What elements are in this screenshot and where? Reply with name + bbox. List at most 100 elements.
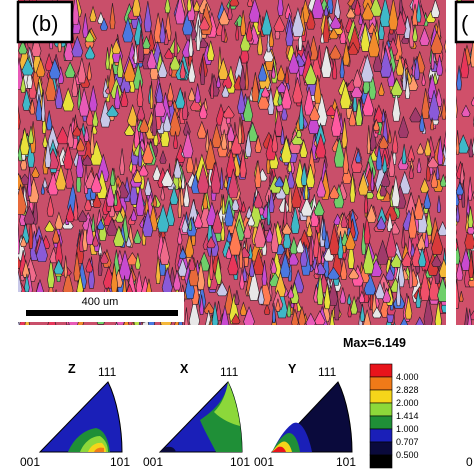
- ebsd-grain: [7, 88, 14, 101]
- ebsd-grain: [263, 44, 274, 62]
- ebsd-grain: [281, 82, 292, 110]
- ebsd-grain: [71, 73, 79, 97]
- ebsd-grain: [113, 190, 118, 206]
- ebsd-grain: [18, 183, 27, 215]
- ebsd-grain: [133, 40, 138, 64]
- ebsd-grain: [84, 195, 92, 212]
- ebsd-grain: [181, 91, 189, 121]
- scale-bar-background: [18, 292, 184, 322]
- ebsd-grain: [188, 257, 199, 287]
- pole-figure-y-axis: Y: [288, 362, 297, 376]
- ebsd-grain: [18, 39, 28, 55]
- ebsd-grain: [85, 257, 94, 273]
- ebsd-grain: [92, 192, 102, 208]
- ebsd-grain: [281, 103, 288, 121]
- ebsd-grain: [123, 57, 136, 82]
- ebsd-grain: [361, 53, 374, 83]
- ebsd-grain: [182, 129, 194, 159]
- colorbar-level-label: 1.414: [396, 411, 419, 421]
- colorbar-swatch: [369, 376, 393, 391]
- ebsd-grain: [401, 251, 414, 267]
- ebsd-grain: [188, 59, 196, 83]
- ebsd-grain: [416, 0, 422, 23]
- next-pole-figure-corner: 0: [466, 455, 473, 469]
- ebsd-grain: [239, 149, 247, 178]
- ebsd-grain: [456, 165, 458, 169]
- ebsd-grain: [425, 157, 431, 182]
- ebsd-grain: [247, 213, 255, 227]
- ebsd-grain: [333, 137, 345, 168]
- ebsd-grain: [281, 174, 291, 195]
- ebsd-grain: [188, 217, 193, 231]
- ebsd-grain: [226, 123, 235, 142]
- ebsd-grain: [329, 223, 340, 255]
- ebsd-grain: [29, 99, 36, 115]
- ebsd-grain: [248, 0, 261, 23]
- pole-figure-z-corner-111: 111: [98, 365, 117, 379]
- ebsd-grain: [185, 150, 194, 174]
- ebsd-grain: [390, 77, 403, 96]
- ebsd-grain: [146, 48, 157, 70]
- ebsd-grain: [52, 226, 60, 244]
- colorbar-swatch: [369, 363, 393, 378]
- ebsd-grain: [271, 302, 276, 323]
- ebsd-grain: [268, 28, 275, 47]
- pole-figure-x-corner-001: 001: [143, 455, 163, 469]
- ebsd-grain: [387, 62, 396, 87]
- ebsd-grain: [200, 56, 206, 85]
- ebsd-grain: [287, 158, 292, 173]
- ebsd-grain: [224, 200, 234, 227]
- ebsd-grain: [149, 80, 154, 109]
- ebsd-grain: [41, 110, 47, 134]
- ebsd-grain: [137, 29, 145, 62]
- ebsd-grain: [160, 185, 165, 201]
- ebsd-grain: [136, 79, 144, 107]
- pole-figure-x-corner-111: 111: [220, 365, 239, 379]
- ebsd-grain: [41, 89, 46, 122]
- ebsd-grain: [332, 56, 338, 80]
- ebsd-grain: [210, 73, 215, 99]
- ebsd-grain: [7, 295, 15, 326]
- ebsd-grain: [431, 228, 444, 255]
- ebsd-grain: [430, 44, 435, 70]
- ebsd-grain: [287, 286, 295, 299]
- ebsd-grain: [456, 260, 464, 281]
- ebsd-grain: [354, 0, 362, 16]
- ebsd-grain: [362, 90, 375, 117]
- ebsd-grain: [20, 75, 26, 93]
- ebsd-grain: [352, 68, 363, 88]
- ebsd-grain: [329, 44, 342, 60]
- ebsd-grain: [340, 257, 348, 280]
- ebsd-grain: [358, 12, 363, 25]
- ebsd-grain: [99, 17, 109, 31]
- ebsd-grain: [352, 88, 358, 112]
- ebsd-grain: [157, 59, 168, 78]
- ebsd-grain: [445, 67, 446, 74]
- ebsd-grain: [142, 35, 151, 49]
- ebsd-grain: [430, 0, 440, 18]
- ebsd-grain: [361, 2, 374, 21]
- ebsd-grain: [253, 190, 264, 209]
- ebsd-grain: [459, 162, 465, 185]
- ebsd-grain: [431, 254, 442, 267]
- ebsd-grain: [155, 253, 161, 285]
- ebsd-grain: [7, 301, 17, 327]
- ebsd-grain: [456, 202, 460, 223]
- ebsd-grain: [89, 5, 97, 22]
- ebsd-grain: [437, 221, 446, 236]
- ebsd-grain: [64, 163, 74, 189]
- ebsd-grain: [243, 306, 255, 325]
- ebsd-grain: [90, 172, 102, 193]
- ebsd-grain: [363, 272, 377, 296]
- ebsd-grain: [309, 204, 320, 227]
- ebsd-grain: [379, 180, 387, 197]
- ebsd-grain: [322, 11, 330, 43]
- ebsd-grain: [6, 95, 15, 108]
- ebsd-grain: [252, 248, 265, 276]
- next-panel-label: (: [461, 11, 469, 36]
- ebsd-grain: [470, 96, 474, 107]
- ebsd-grain: [362, 244, 375, 274]
- ebsd-grain: [254, 160, 262, 188]
- ebsd-grain: [227, 249, 239, 276]
- ebsd-grain: [197, 120, 207, 139]
